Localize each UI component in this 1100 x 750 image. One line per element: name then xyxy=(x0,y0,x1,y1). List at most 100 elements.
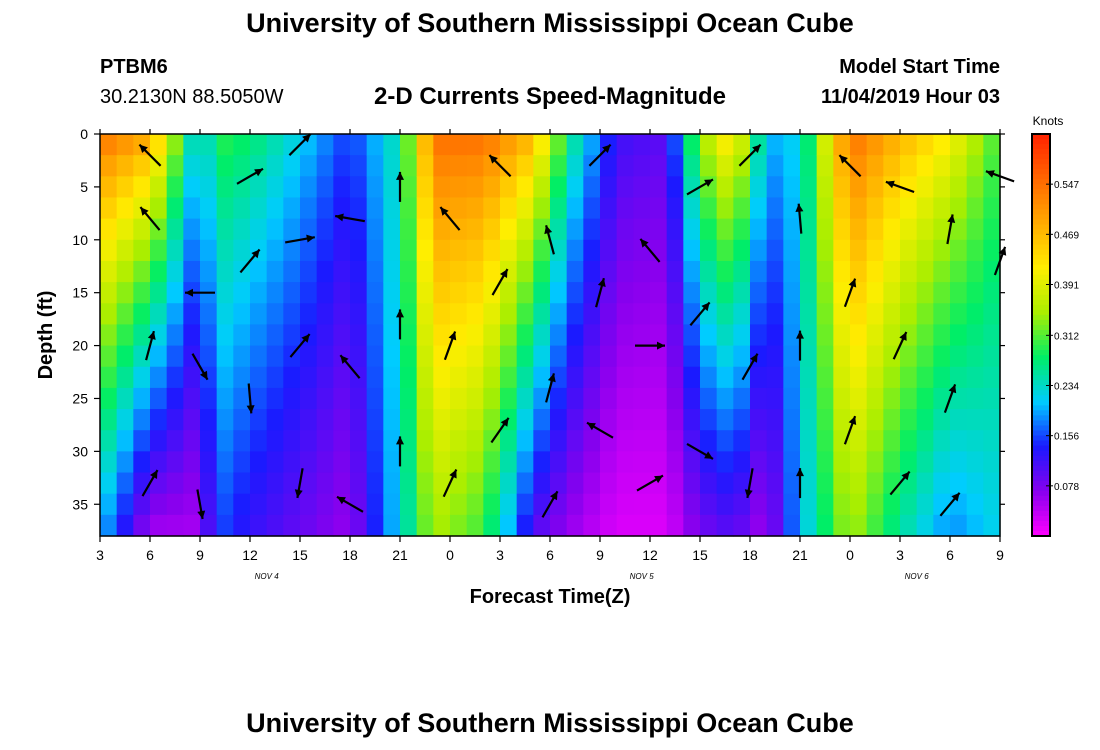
heatmap-cell xyxy=(350,430,368,452)
colorbar-tick-label: 0.234 xyxy=(1054,381,1079,392)
heatmap-cell xyxy=(800,472,818,495)
vector-head xyxy=(657,341,665,350)
heatmap-cell xyxy=(983,451,1001,474)
current-vector xyxy=(196,489,206,520)
heatmap-cell xyxy=(633,134,651,156)
heatmap-cell xyxy=(133,260,151,283)
heatmap-cell xyxy=(616,218,634,241)
vector-head xyxy=(597,278,606,287)
heatmap-cell xyxy=(533,218,551,241)
heatmap-cell xyxy=(950,451,968,474)
heatmap-cell xyxy=(550,155,568,177)
heatmap-cell xyxy=(533,409,551,431)
heatmap-cell xyxy=(183,387,201,410)
vector-head xyxy=(301,334,310,343)
heatmap-cell xyxy=(750,324,768,347)
heatmap-cell xyxy=(783,176,801,199)
heatmap-cell xyxy=(550,345,568,368)
colorbar-cell xyxy=(1032,510,1050,517)
heatmap-cell xyxy=(500,366,518,389)
vector-head xyxy=(947,214,956,223)
heatmap-cell xyxy=(300,155,318,177)
heatmap-cell xyxy=(250,472,268,495)
heatmap-cell xyxy=(450,155,468,177)
vector-head xyxy=(654,475,663,484)
heatmap-cell xyxy=(633,493,651,516)
heatmap-cell xyxy=(716,472,734,495)
heatmap-cell xyxy=(933,303,951,326)
heatmap-cell xyxy=(883,451,901,474)
heatmap-cell xyxy=(116,366,134,389)
heatmap-cell xyxy=(366,218,384,241)
heatmap-cell xyxy=(633,345,651,368)
heatmap-cell xyxy=(866,345,884,368)
heatmap-cell xyxy=(250,409,268,431)
heatmap-cell xyxy=(616,176,634,199)
heatmap-cell xyxy=(833,239,851,262)
heatmap-cell xyxy=(933,387,951,410)
heatmap-cell xyxy=(250,303,268,326)
heatmap-cell xyxy=(483,387,501,410)
heatmap-cell xyxy=(366,197,384,220)
heatmap-cell xyxy=(600,409,618,431)
heatmap-cell xyxy=(433,430,451,452)
heatmap-cell xyxy=(783,366,801,389)
heatmap-cell xyxy=(733,409,751,431)
heatmap-cell xyxy=(566,218,584,241)
heatmap-cell xyxy=(266,409,284,431)
heatmap-cell xyxy=(900,324,918,347)
heatmap-cell xyxy=(416,176,434,199)
heatmap-cell xyxy=(400,155,418,177)
heatmap-cell xyxy=(300,197,318,220)
heatmap-cell xyxy=(283,239,301,262)
heatmap-cell xyxy=(833,514,851,537)
heatmap-cell xyxy=(733,282,751,304)
heatmap-cell xyxy=(883,409,901,431)
heatmap-cell xyxy=(350,197,368,220)
heatmap-cell xyxy=(300,345,318,368)
heatmap-cell xyxy=(850,260,868,283)
x-tick-label: 9 xyxy=(196,547,204,563)
heatmap-cell xyxy=(183,303,201,326)
heatmap-cell xyxy=(266,514,284,537)
heatmap-cell xyxy=(916,472,934,495)
heatmap-cell xyxy=(800,387,818,410)
heatmap-cell xyxy=(516,282,534,304)
heatmap-cell xyxy=(183,451,201,474)
heatmap-cell xyxy=(133,218,151,241)
heatmap-cell xyxy=(150,176,168,199)
heatmap-cell xyxy=(316,197,334,220)
heatmap-cell xyxy=(816,387,834,410)
heatmap-cell xyxy=(450,303,468,326)
heatmap-cell xyxy=(983,324,1001,347)
heatmap-cell xyxy=(100,324,118,347)
x-tick-label: 12 xyxy=(642,547,658,563)
heatmap-cell xyxy=(216,409,234,431)
current-vector xyxy=(541,490,559,518)
heatmap-cell xyxy=(116,282,134,304)
colorbar-cell xyxy=(1032,405,1050,411)
heatmap-cell xyxy=(116,514,134,537)
heatmap-cell xyxy=(883,430,901,452)
heatmap-cell xyxy=(550,472,568,495)
heatmap-cell xyxy=(866,472,884,495)
heatmap-cell xyxy=(100,366,118,389)
vector-head xyxy=(396,171,404,180)
heatmap-cell xyxy=(133,239,151,262)
heatmap-cell xyxy=(766,218,784,241)
heatmap-cell xyxy=(550,303,568,326)
heatmap-cell xyxy=(316,282,334,304)
heatmap-cell xyxy=(800,282,818,304)
heatmap-cell xyxy=(100,430,118,452)
heatmap-cell xyxy=(600,176,618,199)
heatmap-cell xyxy=(566,134,584,156)
x-axis: 3 6 9 12 15 18 21 0 3 6 9 12 15 18 21 0 3 6 9 NOV 4 NOV 5 NOV… xyxy=(96,129,1004,581)
x-tick-label: 6 xyxy=(946,547,954,563)
current-vector xyxy=(796,330,804,361)
heatmap-cell xyxy=(300,239,318,262)
colorbar-cell xyxy=(1032,234,1050,241)
heatmap-cell xyxy=(316,324,334,347)
heatmap-cell xyxy=(733,218,751,241)
heatmap-cell xyxy=(400,387,418,410)
colorbar-tick-label: 0.156 xyxy=(1054,432,1079,443)
